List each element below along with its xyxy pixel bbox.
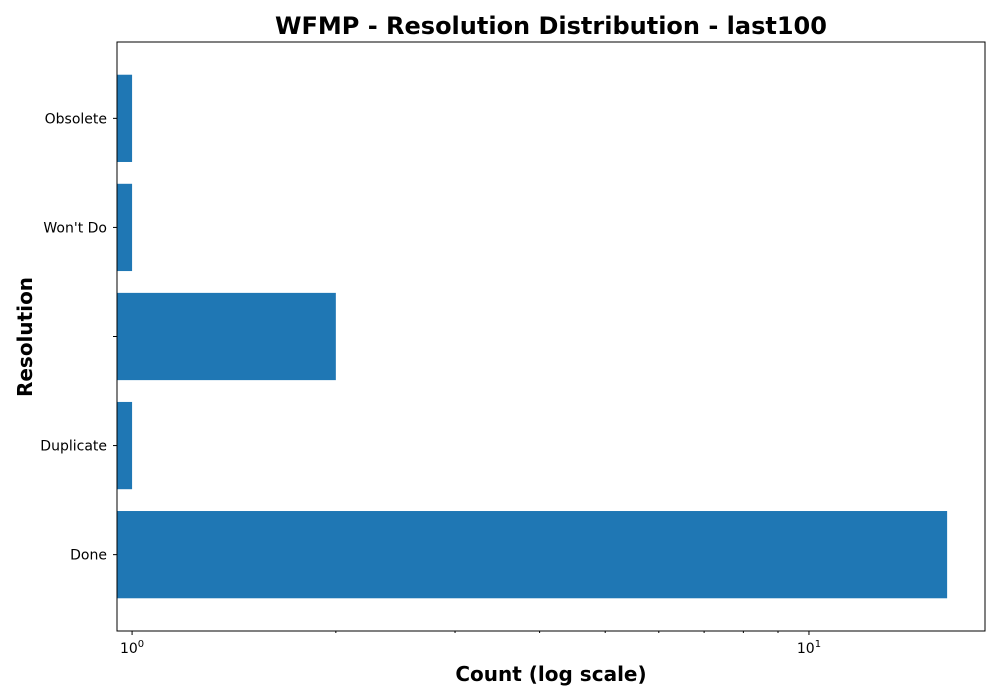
- bars-group: [117, 74, 948, 599]
- bar-won-t-do: [117, 183, 133, 272]
- bar-duplicate: [117, 401, 133, 490]
- bar-done: [117, 511, 948, 599]
- bar-unlabeled: [117, 292, 336, 381]
- y-tick-label: Done: [70, 548, 107, 564]
- y-axis-label: Resolution: [13, 277, 37, 397]
- y-tick-label: Obsolete: [45, 111, 107, 127]
- x-tick-label: 100: [120, 639, 144, 657]
- y-tick-label: Duplicate: [40, 439, 107, 455]
- x-axis-ticks: 100 101: [120, 631, 821, 657]
- x-tick-label: 101: [797, 639, 821, 657]
- bar-obsolete: [117, 74, 133, 162]
- y-tick-label: Won't Do: [43, 220, 107, 236]
- chart-title: WFMP - Resolution Distribution - last100: [275, 12, 827, 40]
- x-axis-label: Count (log scale): [455, 662, 646, 686]
- y-axis-ticks: Done Duplicate Won't Do Obsolete: [40, 111, 117, 564]
